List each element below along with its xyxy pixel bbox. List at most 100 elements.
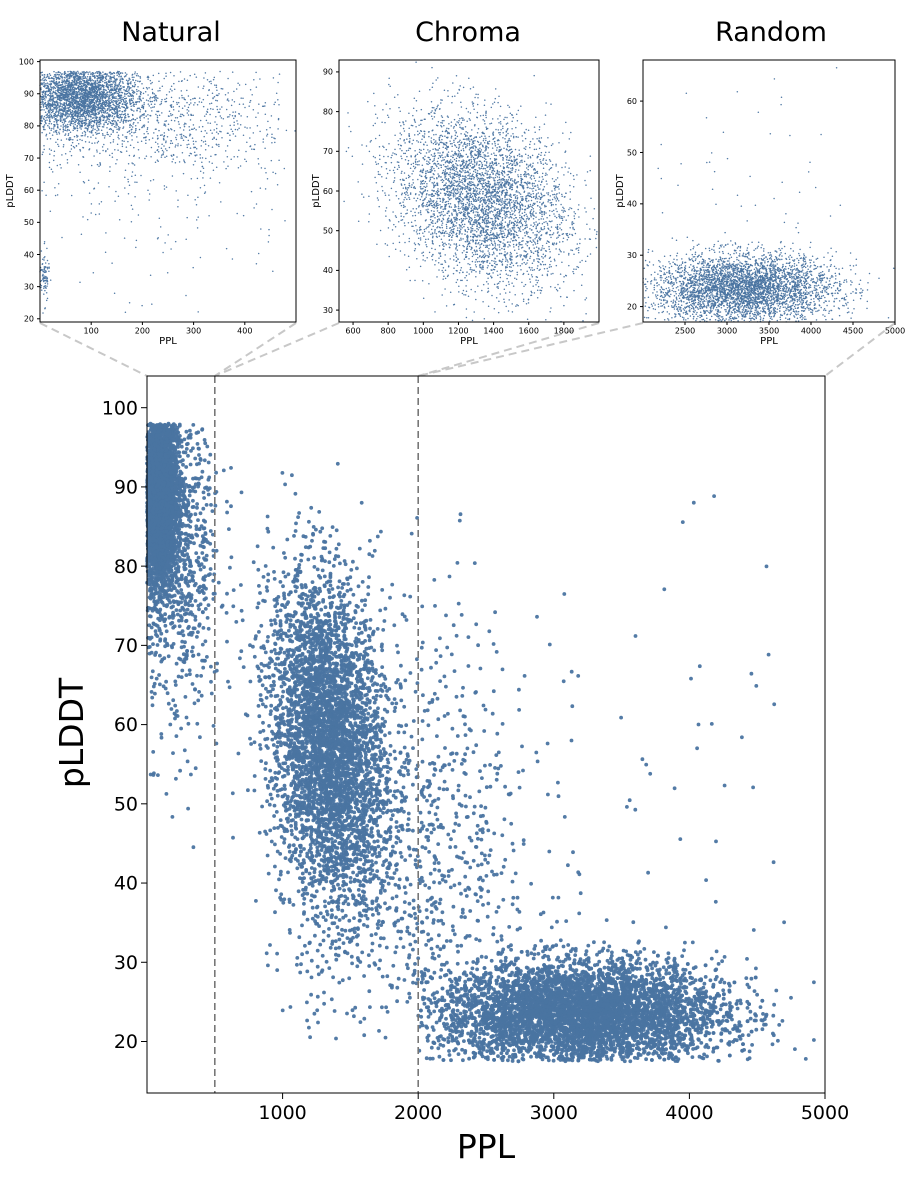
data-point bbox=[103, 124, 105, 126]
data-point bbox=[147, 100, 150, 102]
data-point bbox=[112, 99, 115, 102]
data-point bbox=[118, 83, 120, 86]
data-point bbox=[448, 123, 450, 125]
data-point bbox=[79, 97, 82, 99]
data-point bbox=[120, 72, 122, 74]
data-point bbox=[551, 190, 553, 192]
data-point bbox=[462, 183, 464, 185]
y-axis-label-natural: pLDDT bbox=[5, 173, 16, 207]
data-point bbox=[180, 115, 182, 118]
data-point bbox=[106, 111, 109, 114]
data-point bbox=[45, 271, 47, 273]
data-point bbox=[86, 83, 88, 85]
data-point bbox=[109, 166, 111, 168]
data-point bbox=[82, 156, 85, 158]
data-point bbox=[481, 240, 483, 242]
data-point bbox=[529, 281, 532, 283]
data-point bbox=[58, 132, 61, 135]
data-point bbox=[163, 123, 166, 125]
data-point bbox=[389, 220, 391, 222]
data-point bbox=[174, 161, 177, 164]
data-point bbox=[435, 260, 437, 262]
data-point bbox=[87, 71, 89, 74]
data-point bbox=[75, 100, 78, 102]
data-point bbox=[43, 271, 46, 273]
data-point bbox=[110, 133, 112, 136]
data-point bbox=[158, 129, 160, 132]
data-point bbox=[451, 213, 453, 216]
data-point bbox=[53, 116, 55, 119]
data-point bbox=[165, 120, 168, 122]
data-point bbox=[437, 77, 439, 79]
data-point bbox=[79, 112, 81, 114]
data-point bbox=[124, 187, 126, 189]
data-point bbox=[522, 300, 525, 302]
data-point bbox=[203, 85, 205, 87]
data-point bbox=[93, 97, 96, 99]
data-point bbox=[206, 94, 209, 96]
data-point bbox=[79, 148, 81, 151]
data-point bbox=[441, 122, 444, 124]
data-point bbox=[133, 110, 135, 112]
data-point bbox=[42, 276, 45, 279]
data-point bbox=[80, 98, 82, 101]
data-point bbox=[195, 140, 197, 143]
data-point bbox=[218, 181, 221, 184]
data-point bbox=[460, 266, 463, 269]
data-point bbox=[429, 177, 431, 179]
data-point bbox=[496, 263, 498, 266]
data-point bbox=[428, 162, 431, 165]
data-point bbox=[526, 259, 529, 262]
data-point bbox=[50, 149, 53, 151]
data-point bbox=[196, 227, 199, 229]
data-point bbox=[94, 128, 96, 131]
data-point bbox=[175, 144, 177, 146]
data-point bbox=[429, 150, 431, 152]
data-point bbox=[121, 134, 124, 136]
data-point bbox=[127, 140, 129, 143]
data-point bbox=[132, 85, 134, 88]
data-point bbox=[511, 169, 513, 172]
data-point bbox=[78, 103, 81, 105]
data-point bbox=[202, 98, 205, 101]
data-point bbox=[58, 99, 61, 101]
zoom-connector-line bbox=[214, 322, 340, 377]
data-point bbox=[533, 240, 535, 243]
data-point bbox=[493, 152, 495, 154]
data-point bbox=[45, 292, 48, 294]
data-point bbox=[255, 203, 258, 205]
data-point bbox=[41, 263, 44, 265]
data-point bbox=[172, 106, 175, 108]
data-point bbox=[40, 106, 42, 108]
data-point bbox=[72, 72, 74, 75]
data-point bbox=[56, 96, 58, 99]
data-point bbox=[108, 95, 110, 98]
data-point bbox=[148, 139, 151, 141]
data-point bbox=[235, 88, 238, 90]
data-point bbox=[94, 92, 97, 95]
data-point bbox=[54, 194, 57, 197]
data-point bbox=[499, 280, 501, 283]
data-point bbox=[99, 123, 102, 125]
data-point bbox=[397, 140, 399, 142]
data-point bbox=[43, 148, 45, 151]
data-point bbox=[140, 91, 142, 94]
data-point bbox=[376, 243, 378, 245]
data-point bbox=[423, 230, 426, 233]
data-point bbox=[79, 281, 81, 283]
data-point bbox=[67, 106, 69, 109]
data-point bbox=[59, 86, 61, 89]
data-point bbox=[125, 97, 128, 99]
data-point bbox=[137, 141, 139, 144]
data-point bbox=[103, 143, 105, 146]
data-point bbox=[168, 91, 171, 93]
data-point bbox=[466, 120, 468, 123]
data-point bbox=[132, 97, 134, 100]
data-point bbox=[88, 122, 91, 125]
data-point bbox=[57, 143, 59, 146]
data-point bbox=[134, 196, 136, 198]
data-point bbox=[234, 128, 237, 131]
data-point bbox=[97, 109, 99, 111]
data-point bbox=[70, 93, 73, 95]
data-point bbox=[156, 110, 158, 113]
